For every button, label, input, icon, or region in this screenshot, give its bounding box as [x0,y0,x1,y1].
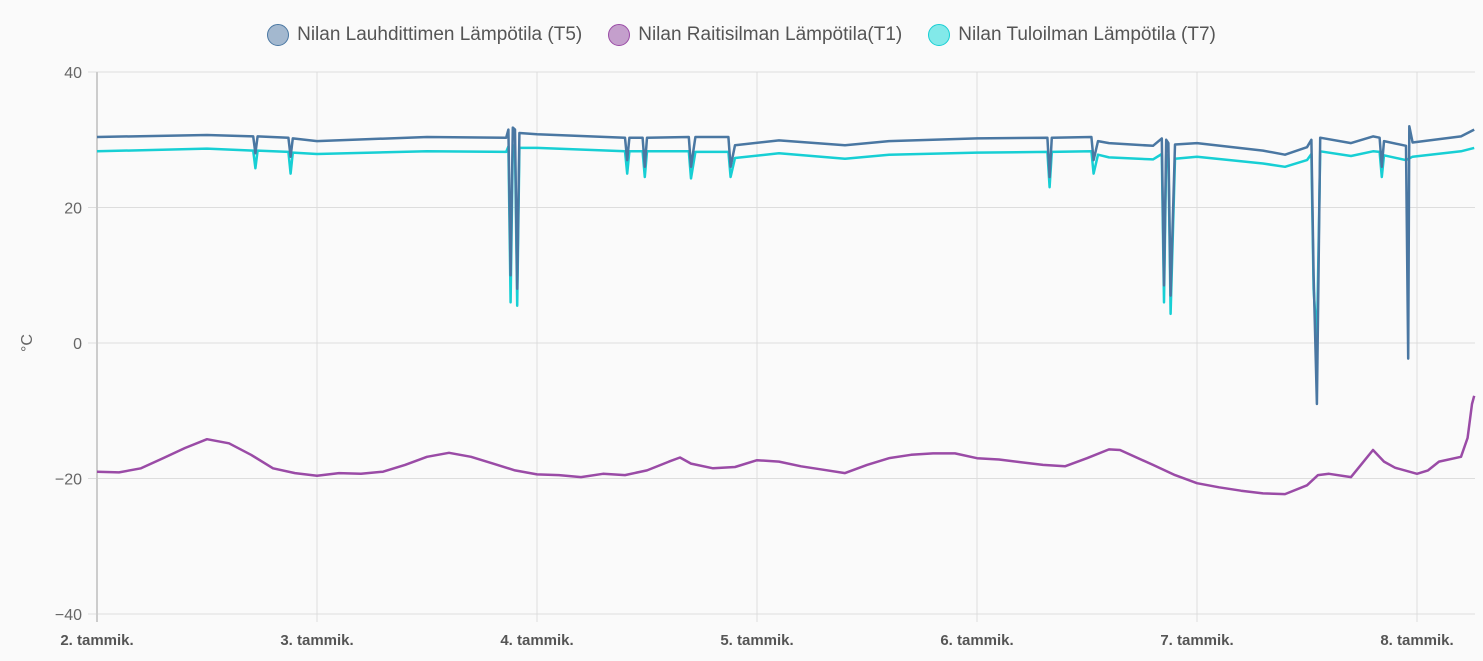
legend-item-t7[interactable]: Nilan Tuloilman Lämpötila (T7) [928,24,1216,46]
x-tick-label: 8. tammik. [1380,632,1453,649]
x-tick-label: 4. tammik. [500,632,573,649]
y-tick-label: 0 [73,336,82,353]
series-line-t1 [96,395,1476,496]
legend-label-t7: Nilan Tuloilman Lämpötila (T7) [958,24,1216,45]
y-tick-label: 20 [64,201,82,218]
legend-label-t5: Nilan Lauhdittimen Lämpötila (T5) [297,24,583,45]
y-tick-label: −20 [55,472,82,489]
legend-label-t1: Nilan Raitisilman Lämpötila(T1) [638,24,903,45]
legend-swatch-t5 [267,24,290,46]
legend: Nilan Lauhdittimen Lämpötila (T5) Nilan … [0,24,1483,46]
x-tick-label: 2. tammik. [60,632,133,649]
legend-item-t1[interactable]: Nilan Raitisilman Lämpötila(T1) [608,24,902,46]
legend-swatch-t1 [608,24,631,46]
x-tick-label: 6. tammik. [940,632,1013,649]
y-axis-label: °C [19,334,36,352]
y-tick-label: −40 [55,607,82,624]
series-line-t5 [96,124,1475,406]
x-tick-label: 3. tammik. [280,632,353,649]
x-tick-label: 7. tammik. [1160,632,1233,649]
y-tick-label: 40 [64,65,82,82]
series-line-t7 [96,143,1475,345]
legend-item-t5[interactable]: Nilan Lauhdittimen Lämpötila (T5) [267,24,582,46]
legend-swatch-t7 [928,24,951,46]
x-tick-label: 5. tammik. [720,632,793,649]
